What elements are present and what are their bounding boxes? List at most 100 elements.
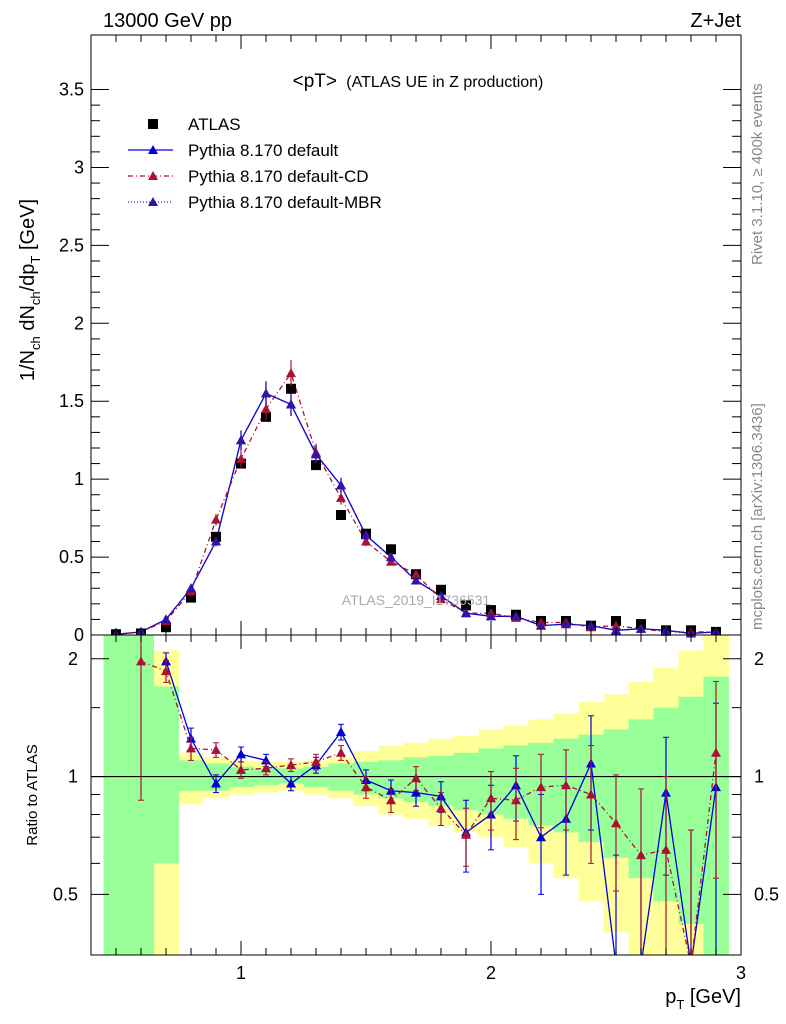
mcplots-label: mcplots.cern.ch [arXiv:1306.3436]: [749, 403, 766, 630]
ratio-point: [311, 756, 321, 766]
mc-point: [361, 536, 371, 546]
ratio-line: [140, 660, 717, 955]
mc-point: [586, 620, 596, 630]
mc-point: [461, 608, 471, 618]
main-yticks: 0 0.5 1 1.5 2 2.5 3 3.5: [59, 35, 741, 645]
atlas-point: [311, 460, 321, 471]
ratio-point: [611, 818, 621, 828]
main-ytick-label: 1.5: [59, 391, 84, 411]
atlas-point: [161, 622, 171, 633]
legend-marker: [148, 171, 158, 180]
atlas-point: [436, 584, 446, 595]
main-ytick-label: 3.5: [59, 80, 84, 100]
ylabel-part: 1/N: [17, 350, 39, 381]
ratio-point: [561, 780, 571, 790]
legend: ATLAS Pythia 8.170 default Pythia 8.170 de…: [128, 115, 382, 212]
ylabel-sub: ch: [28, 291, 43, 305]
atlas-point: [386, 544, 396, 555]
ratio-point: [411, 773, 421, 783]
mc-point: [386, 556, 396, 566]
ratio-ylabel: Ratio to ATLAS: [24, 744, 41, 845]
ratio-point: [286, 760, 296, 770]
mc-point: [611, 620, 621, 630]
ratio-point: [536, 782, 546, 792]
mc-point: [186, 583, 196, 593]
ratio-point: [411, 787, 421, 797]
legend-label: Pythia 8.170 default-MBR: [188, 193, 382, 212]
ratio-point: [211, 744, 221, 754]
collision-label: 13000 GeV pp: [103, 10, 232, 32]
ratio-point: [236, 764, 246, 774]
ratio-point: [186, 743, 196, 753]
mc-point: [261, 388, 271, 398]
legend-marker: [148, 119, 158, 129]
main-ytick-label: 1: [74, 469, 84, 489]
ratio-ytick-label: 2: [68, 649, 78, 669]
ratio-point: [636, 850, 646, 860]
ratio-point: [261, 763, 271, 773]
atlas-point: [286, 383, 296, 394]
band-1sigma: [278, 768, 304, 784]
main-ytick-label: 0: [74, 625, 84, 645]
main-panel: 00.511.522.533.5 1/Nch dNch/dpT [GeV] <p…: [17, 34, 742, 645]
ratio-point: [386, 795, 396, 805]
ratio-ticks: 0.5 0.5 1 1 2 2 1 2 3: [53, 635, 779, 983]
ratio-ytick-label: 0.5: [53, 884, 78, 904]
ratio-point: [211, 778, 221, 788]
ratio-point: [536, 832, 546, 842]
ratio-point: [586, 789, 596, 799]
mc-point: [236, 453, 246, 463]
mc-point: [436, 591, 446, 601]
band-1sigma: [103, 635, 129, 955]
ylabel-part: dN: [17, 305, 39, 336]
main-title: <pT> (ATLAS UE in Z production): [293, 71, 544, 92]
ratio-marks: [91, 635, 741, 955]
band-1sigma: [153, 686, 179, 864]
ratio-ytick-label-right: 1: [754, 767, 764, 787]
legend-label: Pythia 8.170 default-CD: [188, 167, 369, 186]
xlabel-part: p: [665, 986, 676, 1008]
ratio-xtick-label: 2: [486, 963, 496, 983]
ratio-point: [361, 782, 371, 792]
legend-marker: [148, 197, 158, 206]
ratio-point: [511, 795, 521, 805]
ratio-point: [236, 749, 246, 759]
atlas-point: [336, 510, 346, 520]
mc-point: [161, 614, 171, 624]
mc-point: [536, 620, 546, 630]
main-title-sub: (ATLAS UE in Z production): [346, 74, 543, 91]
ratio-point: [136, 656, 146, 666]
process-label: Z+Jet: [690, 10, 741, 32]
ylabel-part: /dp: [17, 264, 39, 292]
atlas-point: [461, 600, 471, 611]
ylabel-sub: T: [28, 256, 43, 264]
ratio-panel: 0.5 0.5 1 1 2 2 1 2 3 Ratio to ATLAS pT [GeV]: [24, 634, 779, 1012]
mc-point: [286, 368, 296, 378]
atlas-point: [186, 592, 196, 603]
ratio-point: [486, 793, 496, 803]
mc-point: [211, 536, 221, 546]
main-ytick-label: 3: [74, 157, 84, 177]
mc-point: [411, 575, 421, 585]
mc-point: [286, 399, 296, 409]
main-ylabel: 1/Nch dNch/dpT [GeV]: [17, 199, 43, 381]
ratio-point: [336, 726, 346, 736]
mc-point: [561, 619, 571, 629]
ratio-point: [436, 803, 446, 813]
mc-point: [486, 611, 496, 621]
mc-point: [336, 492, 346, 502]
ratio-ytick-label: 1: [68, 767, 78, 787]
ratio-ytick-label-right: 2: [754, 649, 764, 669]
xlabel-part: [GeV]: [684, 986, 741, 1008]
ratio-point: [711, 747, 721, 757]
legend-label: ATLAS: [188, 115, 241, 134]
ylabel-part: [GeV]: [17, 199, 39, 256]
ratio-ytick-label-right: 0.5: [754, 884, 779, 904]
ratio-point: [286, 778, 296, 788]
mc-point: [411, 569, 421, 579]
ratio-xtick-label: 1: [236, 963, 246, 983]
watermark: ATLAS_2019_I1736531: [342, 592, 491, 608]
main-ytick-label: 2: [74, 313, 84, 333]
mc-point: [386, 552, 396, 562]
